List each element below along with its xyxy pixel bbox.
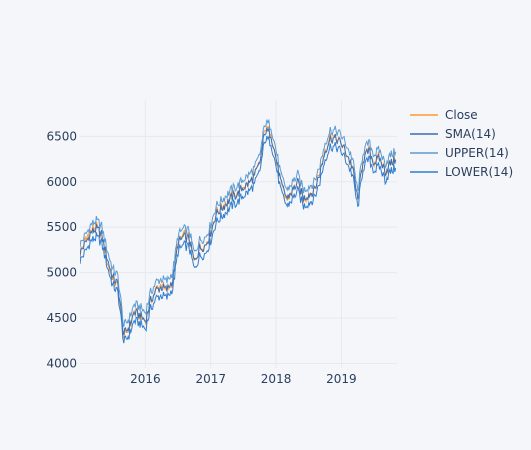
x-tick-label: 2016 [130,372,161,386]
legend[interactable]: Close SMA(14) UPPER(14) LOWER(14) [410,108,513,179]
x-axis: 2016 2017 2018 2019 [130,372,357,386]
legend-item[interactable]: LOWER(14) [410,165,513,179]
legend-label: UPPER(14) [445,146,509,160]
plot-area[interactable] [80,118,397,344]
series-line-lower-14[interactable] [80,134,397,344]
legend-label: Close [445,108,478,122]
y-tick-label: 5500 [46,220,77,234]
series-line-upper-14[interactable] [80,118,397,327]
y-tick-label: 4500 [46,311,77,325]
legend-label: LOWER(14) [445,165,513,179]
y-tick-label: 6500 [46,129,77,143]
series-line-sma-14[interactable] [80,126,397,336]
legend-label: SMA(14) [445,127,496,141]
x-tick-label: 2017 [195,372,226,386]
legend-item[interactable]: SMA(14) [410,127,496,141]
y-axis: 4000 4500 5000 5500 6000 6500 [46,129,77,370]
legend-item[interactable]: UPPER(14) [410,146,509,160]
y-tick-label: 4000 [46,356,77,370]
y-tick-label: 6000 [46,175,77,189]
y-tick-label: 5000 [46,266,77,280]
x-tick-label: 2019 [326,372,357,386]
x-tick-label: 2018 [261,372,292,386]
legend-item[interactable]: Close [410,108,478,122]
